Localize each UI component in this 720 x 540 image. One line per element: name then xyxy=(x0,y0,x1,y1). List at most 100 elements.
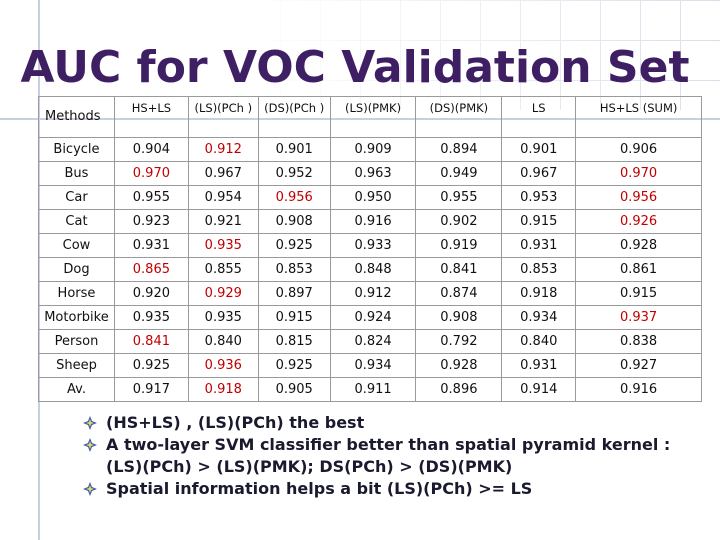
auc-value-cell: 0.824 xyxy=(329,329,417,354)
auc-value-cell: 0.956 xyxy=(575,185,702,210)
header-ls-pmk: (LS)(PMK) xyxy=(329,96,417,138)
slide-title: AUC for VOC Validation Set xyxy=(20,42,690,93)
auc-value-cell: 0.919 xyxy=(415,233,503,258)
row-label: Motorbike xyxy=(38,305,115,330)
table-row: Cat 0.923 0.921 0.908 0.916 0.902 0.915 0.926 xyxy=(38,209,702,234)
row-label: Av. xyxy=(38,377,115,402)
auc-value-cell: 0.840 xyxy=(501,329,577,354)
auc-value-cell: 0.865 xyxy=(113,257,189,282)
auc-value-cell: 0.841 xyxy=(113,329,189,354)
auc-value-cell: 0.950 xyxy=(329,185,417,210)
row-label: Sheep xyxy=(38,353,115,378)
bullet-item: (HS+LS) , (LS)(PCh) the best xyxy=(82,412,702,434)
auc-value-cell: 0.920 xyxy=(113,281,189,306)
auc-value-cell: 0.970 xyxy=(575,161,702,186)
auc-value-cell: 0.928 xyxy=(415,353,503,378)
header-hs-ls-sum: HS+LS (SUM) xyxy=(575,96,702,138)
table-row: Horse 0.920 0.929 0.897 0.912 0.874 0.918 0.915 xyxy=(38,281,702,306)
auc-value-cell: 0.935 xyxy=(187,305,259,330)
auc-value-cell: 0.970 xyxy=(113,161,189,186)
row-label: Bus xyxy=(38,161,115,186)
auc-value-cell: 0.963 xyxy=(329,161,417,186)
auc-value-cell: 0.914 xyxy=(501,377,577,402)
auc-value-cell: 0.928 xyxy=(575,233,702,258)
auc-value-cell: 0.909 xyxy=(329,137,417,162)
auc-value-cell: 0.931 xyxy=(113,233,189,258)
bullet-text: A two-layer SVM classifier better than s… xyxy=(106,435,671,476)
table-row: Sheep 0.925 0.936 0.925 0.934 0.928 0.931 0.927 xyxy=(38,353,702,378)
auc-value-cell: 0.908 xyxy=(257,209,331,234)
auc-value-cell: 0.916 xyxy=(329,209,417,234)
auc-value-cell: 0.905 xyxy=(257,377,331,402)
table-header-row: Methods HS+LS (LS)(PCh ) (DS)(PCh ) (LS)… xyxy=(38,96,702,138)
header-methods: Methods xyxy=(38,96,115,138)
row-label: Cow xyxy=(38,233,115,258)
auc-value-cell: 0.926 xyxy=(575,209,702,234)
auc-value-cell: 0.894 xyxy=(415,137,503,162)
header-ds-pch: (DS)(PCh ) xyxy=(257,96,331,138)
auc-value-cell: 0.935 xyxy=(113,305,189,330)
auc-value-cell: 0.925 xyxy=(257,353,331,378)
header-ds-pmk: (DS)(PMK) xyxy=(415,96,503,138)
auc-value-cell: 0.953 xyxy=(501,185,577,210)
auc-value-cell: 0.901 xyxy=(257,137,331,162)
bullet-item: A two-layer SVM classifier better than s… xyxy=(82,434,702,478)
auc-value-cell: 0.906 xyxy=(575,137,702,162)
auc-value-cell: 0.904 xyxy=(113,137,189,162)
header-ls-pch: (LS)(PCh ) xyxy=(187,96,259,138)
row-label: Car xyxy=(38,185,115,210)
auc-value-cell: 0.927 xyxy=(575,353,702,378)
auc-value-cell: 0.841 xyxy=(415,257,503,282)
table-row: Car 0.955 0.954 0.956 0.950 0.955 0.953 0.956 xyxy=(38,185,702,210)
auc-value-cell: 0.848 xyxy=(329,257,417,282)
auc-value-cell: 0.916 xyxy=(575,377,702,402)
bullet-text: Spatial information helps a bit (LS)(PCh… xyxy=(106,479,533,498)
bullet-item: Spatial information helps a bit (LS)(PCh… xyxy=(82,478,702,500)
auc-value-cell: 0.853 xyxy=(501,257,577,282)
row-label: Horse xyxy=(38,281,115,306)
auc-value-cell: 0.934 xyxy=(501,305,577,330)
auc-value-cell: 0.921 xyxy=(187,209,259,234)
auc-value-cell: 0.935 xyxy=(187,233,259,258)
auc-value-cell: 0.855 xyxy=(187,257,259,282)
auc-value-cell: 0.923 xyxy=(113,209,189,234)
auc-value-cell: 0.931 xyxy=(501,233,577,258)
auc-value-cell: 0.956 xyxy=(257,185,331,210)
auc-value-cell: 0.815 xyxy=(257,329,331,354)
table-row: Person 0.841 0.840 0.815 0.824 0.792 0.840 0.83… xyxy=(38,329,702,354)
diamond-sparkle-icon xyxy=(83,438,97,452)
auc-value-cell: 0.952 xyxy=(257,161,331,186)
auc-value-cell: 0.908 xyxy=(415,305,503,330)
auc-value-cell: 0.933 xyxy=(329,233,417,258)
diamond-sparkle-icon xyxy=(83,482,97,496)
row-label: Bicycle xyxy=(38,137,115,162)
auc-value-cell: 0.911 xyxy=(329,377,417,402)
auc-value-cell: 0.925 xyxy=(113,353,189,378)
auc-value-cell: 0.792 xyxy=(415,329,503,354)
decorative-grid xyxy=(240,0,720,110)
auc-value-cell: 0.915 xyxy=(257,305,331,330)
auc-value-cell: 0.915 xyxy=(501,209,577,234)
auc-value-cell: 0.902 xyxy=(415,209,503,234)
auc-value-cell: 0.840 xyxy=(187,329,259,354)
auc-value-cell: 0.897 xyxy=(257,281,331,306)
auc-value-cell: 0.912 xyxy=(187,137,259,162)
auc-value-cell: 0.912 xyxy=(329,281,417,306)
auc-value-cell: 0.925 xyxy=(257,233,331,258)
auc-value-cell: 0.901 xyxy=(501,137,577,162)
auc-value-cell: 0.967 xyxy=(187,161,259,186)
auc-value-cell: 0.918 xyxy=(187,377,259,402)
table-row: Cow 0.931 0.935 0.925 0.933 0.919 0.931 0.928 xyxy=(38,233,702,258)
auc-value-cell: 0.954 xyxy=(187,185,259,210)
header-ls: LS xyxy=(501,96,577,138)
auc-value-cell: 0.861 xyxy=(575,257,702,282)
bullet-text: (HS+LS) , (LS)(PCh) the best xyxy=(106,413,365,432)
auc-value-cell: 0.936 xyxy=(187,353,259,378)
auc-value-cell: 0.967 xyxy=(501,161,577,186)
bullet-list: (HS+LS) , (LS)(PCh) the best A two-layer… xyxy=(82,412,702,500)
table-row: Bicycle 0.904 0.912 0.901 0.909 0.894 0.901 0.9… xyxy=(38,137,702,162)
auc-value-cell: 0.917 xyxy=(113,377,189,402)
row-label: Person xyxy=(38,329,115,354)
auc-value-cell: 0.853 xyxy=(257,257,331,282)
row-label: Cat xyxy=(38,209,115,234)
